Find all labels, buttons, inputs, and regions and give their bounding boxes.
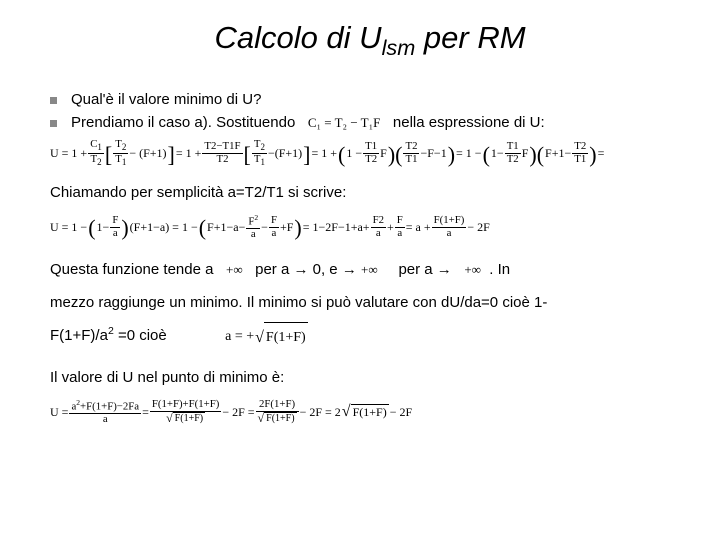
bullet-marker-icon: [50, 97, 57, 104]
title-suffix: per RM: [415, 20, 525, 55]
bullet-1-text: Qual'è il valore minimo di U?: [71, 91, 261, 108]
paragraph-min: Questa funzione tende a +∞ per a → 0, e …: [50, 253, 690, 355]
bullet-2-text-a: Prendiamo il caso a). Sostituendo: [71, 114, 295, 131]
para-p6b: =0 cioè: [114, 327, 167, 344]
para-p1: Questa funzione tende a: [50, 261, 213, 278]
para-p2: per a → 0, e →: [255, 261, 357, 278]
bullet-2-inline-formula: C₁ = T₂ − T₁F: [308, 115, 381, 130]
para-p5: mezzo raggiunge un minimo. Il minimo si …: [50, 294, 547, 311]
para-p6-formula: a = +√F(1+F): [225, 328, 308, 343]
bullet-marker-icon: [50, 120, 57, 127]
bullet-2-content: Prendiamo il caso a). Sostituendo C₁ = T…: [71, 114, 545, 131]
infinity-symbol: +∞: [361, 262, 378, 277]
bullet-1: Qual'è il valore minimo di U?: [50, 91, 690, 108]
infinity-symbol: +∞: [464, 262, 481, 277]
title-prefix: Calcolo di U: [214, 20, 381, 55]
para-p4: . In: [489, 261, 510, 278]
para-p6a: F(1+F)/a: [50, 327, 108, 344]
equation-1: U = 1 + C1T2 [ T2T1 − (F+1) ] = 1 + T2−T…: [50, 139, 690, 168]
title-subscript: lsm: [382, 35, 416, 60]
text-chiamando: Chiamando per semplicità a=T2/T1 si scri…: [50, 180, 690, 206]
para-p3: per a →: [398, 261, 451, 278]
equation-3: U = a2+F(1+F)−2Faa = F(1+F)+F(1+F)√F(1+F…: [50, 399, 690, 426]
bullet-2-text-b: nella espressione di U:: [393, 114, 545, 131]
infinity-symbol: +∞: [226, 262, 243, 277]
equation-2: U = 1 − (1− Fa ) (F+1−a) = 1 − ( F+1−a− …: [50, 214, 690, 241]
slide-title: Calcolo di Ulsm per RM: [50, 20, 690, 61]
bullet-2: Prendiamo il caso a). Sostituendo C₁ = T…: [50, 114, 690, 131]
text-valore: Il valore di U nel punto di minimo è:: [50, 365, 690, 391]
